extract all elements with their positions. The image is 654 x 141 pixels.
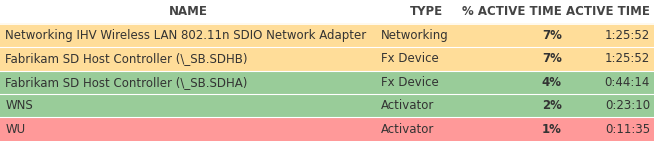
Text: Networking: Networking	[381, 29, 449, 42]
Text: 1:25:52: 1:25:52	[605, 52, 650, 65]
Text: Networking IHV Wireless LAN 802.11n SDIO Network Adapter: Networking IHV Wireless LAN 802.11n SDIO…	[5, 29, 366, 42]
Text: Fabrikam SD Host Controller (\_SB.SDHA): Fabrikam SD Host Controller (\_SB.SDHA)	[5, 76, 248, 89]
Text: NAME: NAME	[169, 5, 207, 18]
Text: 7%: 7%	[542, 29, 562, 42]
Text: 0:44:14: 0:44:14	[605, 76, 650, 89]
Bar	[0, 70, 654, 94]
Text: 1:25:52: 1:25:52	[605, 29, 650, 42]
Text: 1%: 1%	[542, 123, 562, 136]
Bar	[0, 47, 654, 70]
Text: 2%: 2%	[542, 99, 562, 112]
Bar	[0, 94, 654, 117]
Text: 0:11:35: 0:11:35	[605, 123, 650, 136]
Text: Activator: Activator	[381, 123, 435, 136]
Text: WU: WU	[5, 123, 26, 136]
Text: Activator: Activator	[381, 99, 435, 112]
Text: Fx Device: Fx Device	[381, 52, 439, 65]
Text: Fx Device: Fx Device	[381, 76, 439, 89]
Text: 7%: 7%	[542, 52, 562, 65]
Bar	[0, 24, 654, 47]
Text: Fabrikam SD Host Controller (\_SB.SDHB): Fabrikam SD Host Controller (\_SB.SDHB)	[5, 52, 248, 65]
Text: % ACTIVE TIME: % ACTIVE TIME	[462, 5, 562, 18]
Text: 0:23:10: 0:23:10	[605, 99, 650, 112]
Bar	[0, 0, 654, 24]
Text: 4%: 4%	[542, 76, 562, 89]
Text: ACTIVE TIME: ACTIVE TIME	[566, 5, 650, 18]
Bar	[0, 117, 654, 141]
Text: TYPE: TYPE	[410, 5, 443, 18]
Text: WNS: WNS	[5, 99, 33, 112]
